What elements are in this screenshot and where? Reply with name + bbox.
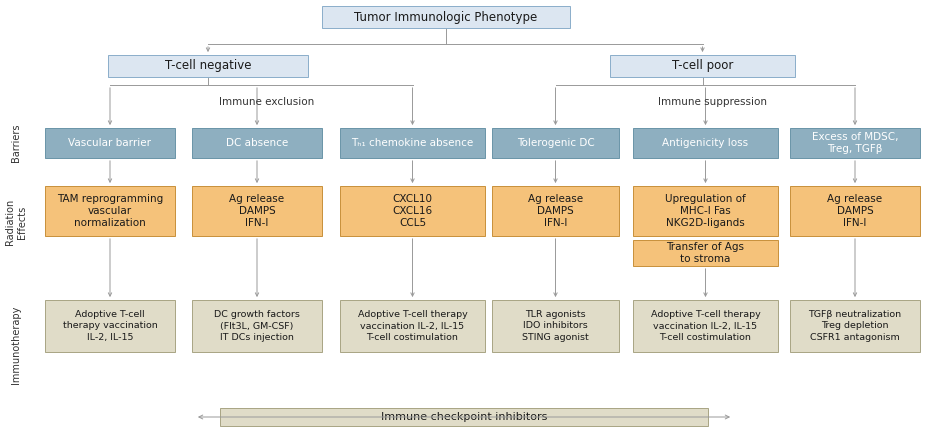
- FancyBboxPatch shape: [340, 128, 485, 158]
- FancyBboxPatch shape: [192, 186, 322, 236]
- FancyBboxPatch shape: [340, 300, 485, 352]
- FancyBboxPatch shape: [633, 300, 778, 352]
- FancyBboxPatch shape: [108, 55, 308, 77]
- Text: Tumor Immunologic Phenotype: Tumor Immunologic Phenotype: [355, 11, 537, 23]
- FancyBboxPatch shape: [790, 300, 920, 352]
- Text: Tolerogenic DC: Tolerogenic DC: [517, 138, 594, 148]
- Text: Upregulation of
MHC-I Fas
NKG2D-ligands: Upregulation of MHC-I Fas NKG2D-ligands: [665, 194, 746, 229]
- FancyBboxPatch shape: [790, 128, 920, 158]
- Text: Vascular barrier: Vascular barrier: [69, 138, 152, 148]
- Text: Excess of MDSC,
Treg, TGFβ: Excess of MDSC, Treg, TGFβ: [812, 132, 898, 154]
- FancyBboxPatch shape: [633, 240, 778, 266]
- FancyBboxPatch shape: [340, 186, 485, 236]
- Text: Immunotherapy: Immunotherapy: [11, 306, 21, 384]
- FancyBboxPatch shape: [220, 408, 708, 426]
- Text: Adoptive T-cell
therapy vaccination
IL-2, IL-15: Adoptive T-cell therapy vaccination IL-2…: [62, 310, 157, 342]
- Text: Immune suppression: Immune suppression: [657, 97, 766, 107]
- Text: Adoptive T-cell therapy
vaccination IL-2, IL-15
T-cell costimulation: Adoptive T-cell therapy vaccination IL-2…: [358, 310, 467, 342]
- FancyBboxPatch shape: [45, 186, 175, 236]
- FancyBboxPatch shape: [492, 186, 619, 236]
- Text: Ag release
DAMPS
IFN-I: Ag release DAMPS IFN-I: [828, 194, 883, 229]
- Text: Ag release
DAMPS
IFN-I: Ag release DAMPS IFN-I: [229, 194, 285, 229]
- Text: Tₕ₁ chemokine absence: Tₕ₁ chemokine absence: [351, 138, 474, 148]
- Text: TGFβ neutralization
Treg depletion
CSFR1 antagonism: TGFβ neutralization Treg depletion CSFR1…: [808, 310, 901, 342]
- FancyBboxPatch shape: [492, 128, 619, 158]
- FancyBboxPatch shape: [45, 300, 175, 352]
- Text: DC absence: DC absence: [226, 138, 288, 148]
- FancyBboxPatch shape: [322, 6, 570, 28]
- Text: TLR agonists
IDO inhibitors
STING agonist: TLR agonists IDO inhibitors STING agonis…: [522, 310, 589, 342]
- FancyBboxPatch shape: [610, 55, 795, 77]
- Text: DC growth factors
(Flt3L, GM-CSF)
IT DCs injection: DC growth factors (Flt3L, GM-CSF) IT DCs…: [214, 310, 300, 342]
- Text: Antigenicity loss: Antigenicity loss: [663, 138, 749, 148]
- Text: Barriers: Barriers: [11, 124, 21, 162]
- FancyBboxPatch shape: [192, 300, 322, 352]
- FancyBboxPatch shape: [192, 128, 322, 158]
- Text: Ag release
DAMPS
IFN-I: Ag release DAMPS IFN-I: [528, 194, 583, 229]
- FancyBboxPatch shape: [492, 300, 619, 352]
- Text: Radiation
Effects: Radiation Effects: [6, 199, 27, 245]
- Text: T-cell negative: T-cell negative: [165, 60, 251, 72]
- Text: Adoptive T-cell therapy
vaccination IL-2, IL-15
T-cell costimulation: Adoptive T-cell therapy vaccination IL-2…: [651, 310, 761, 342]
- FancyBboxPatch shape: [633, 186, 778, 236]
- FancyBboxPatch shape: [633, 128, 778, 158]
- FancyBboxPatch shape: [45, 128, 175, 158]
- Text: Transfer of Ags
to stroma: Transfer of Ags to stroma: [667, 242, 745, 264]
- Text: TAM reprogramming
vascular
normalization: TAM reprogramming vascular normalization: [57, 194, 163, 229]
- Text: Immune exclusion: Immune exclusion: [220, 97, 315, 107]
- Text: Immune checkpoint inhibitors: Immune checkpoint inhibitors: [381, 412, 547, 422]
- Text: T-cell poor: T-cell poor: [672, 60, 734, 72]
- FancyBboxPatch shape: [790, 186, 920, 236]
- Text: CXCL10
CXCL16
CCL5: CXCL10 CXCL16 CCL5: [393, 194, 433, 229]
